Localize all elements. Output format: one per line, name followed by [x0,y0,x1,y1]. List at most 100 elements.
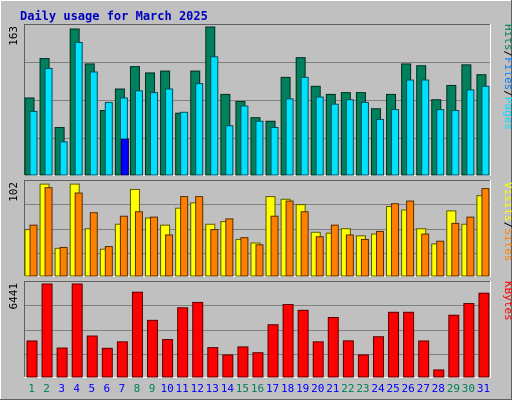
bar-sites-day-4 [74,192,83,277]
bar-sites-day-6 [104,246,113,277]
bar-sites-day-3 [59,246,68,277]
bar-files-day-12 [195,83,204,176]
bar-kbytes-day-11 [177,307,189,378]
bar-kbytes-day-29 [448,314,460,378]
bar-files-day-14 [225,125,234,176]
x-tick-label-13: 13 [206,382,219,395]
bar-kbytes-day-6 [101,347,113,378]
bar-files-day-21 [330,103,339,176]
x-tick-label-4: 4 [73,382,80,395]
right-label-bottom: KBytes [502,281,512,321]
bar-files-day-31 [481,85,490,176]
bar-files-day-8 [134,90,143,176]
y-max-label-visits: 102 [7,182,20,202]
bar-files-day-26 [406,79,415,176]
bar-kbytes-day-15 [237,346,249,378]
x-tick-label-24: 24 [371,382,385,395]
x-tick-label-21: 21 [326,382,339,395]
bar-kbytes-day-12 [192,301,204,378]
x-tick-label-3: 3 [58,382,65,395]
bar-sites-day-22 [345,234,354,277]
bar-files-day-25 [391,109,400,176]
bar-files-day-23 [360,101,369,176]
bar-files-day-2 [44,67,53,176]
x-tick-label-16: 16 [251,382,264,395]
x-tick-label-7: 7 [119,382,126,395]
bar-sites-day-13 [210,229,219,277]
bar-files-day-11 [180,111,189,176]
bar-sites-day-8 [134,211,143,277]
bar-files-day-29 [451,110,460,176]
bar-sites-day-14 [225,218,234,277]
x-tick-label-20: 20 [311,382,324,395]
x-tick-label-2: 2 [43,382,50,395]
x-tick-label-27: 27 [417,382,430,395]
bar-kbytes-day-30 [463,303,475,378]
panel-hits: 163 [7,24,491,176]
right-label-middle: Visits/Sites [502,182,512,262]
bar-sites-day-21 [330,224,339,277]
bar-sites-day-9 [150,216,159,277]
bar-kbytes-day-16 [252,352,264,378]
x-tick-label-5: 5 [88,382,95,395]
bar-sites-day-31 [481,188,490,277]
bar-sites-day-26 [406,200,415,277]
panel-visits: 102 [7,180,491,277]
bar-kbytes-day-2 [41,283,53,378]
bar-kbytes-day-19 [297,309,309,378]
bar-kbytes-day-5 [86,335,98,378]
bar-sites-day-30 [466,216,475,277]
bar-files-day-4 [74,41,83,176]
x-tick-label-31: 31 [477,382,490,395]
bar-kbytes-day-17 [267,324,279,378]
panel-kbytes: 6441 [7,281,491,378]
bar-files-day-13 [210,56,219,176]
bar-files-day-6 [104,101,113,176]
x-tick-label-18: 18 [281,382,294,395]
bar-kbytes-day-4 [71,283,83,378]
bar-kbytes-day-26 [403,311,415,378]
right-label-part: Hits [502,24,512,51]
x-tick-label-14: 14 [221,382,235,395]
x-tick-label-28: 28 [432,382,445,395]
x-tick-label-22: 22 [341,382,354,395]
bar-files-day-24 [375,118,384,176]
bar-kbytes-day-9 [147,319,159,378]
bar-kbytes-day-23 [357,354,369,378]
bar-sites-day-24 [375,230,384,277]
y-max-label-hits: 163 [7,26,20,46]
x-tick-label-12: 12 [191,382,204,395]
x-tick-label-29: 29 [447,382,460,395]
right-label-part: Visits [502,182,512,222]
right-label-part: Files [502,57,512,90]
right-label-part: Sites [502,228,512,261]
x-tick-label-19: 19 [296,382,309,395]
x-tick-label-26: 26 [402,382,415,395]
y-max-label-kbytes: 6441 [7,283,20,310]
bar-kbytes-day-3 [56,347,68,378]
x-tick-label-11: 11 [176,382,189,395]
x-tick-label-6: 6 [104,382,111,395]
bar-kbytes-day-24 [372,336,384,378]
bar-files-day-1 [29,110,38,176]
bar-sites-day-23 [360,238,369,277]
bar-kbytes-day-7 [116,341,128,378]
bar-files-day-17 [270,127,279,176]
bar-files-day-27 [421,79,430,176]
x-tick-label-1: 1 [28,382,35,395]
bar-sites-day-18 [285,200,294,277]
bar-kbytes-day-31 [478,292,490,378]
bar-kbytes-day-1 [26,340,38,378]
bar-sites-day-5 [89,212,98,277]
bar-kbytes-day-28 [433,369,445,378]
bar-files-day-9 [150,92,159,176]
x-tick-label-17: 17 [266,382,279,395]
bar-kbytes-day-20 [312,341,324,378]
right-label-part: / [502,90,512,97]
bar-sites-day-1 [29,224,38,277]
bar-sites-day-15 [240,237,249,277]
bar-sites-day-25 [391,203,400,277]
bar-files-day-16 [255,120,264,176]
bar-sites-day-19 [300,211,309,277]
